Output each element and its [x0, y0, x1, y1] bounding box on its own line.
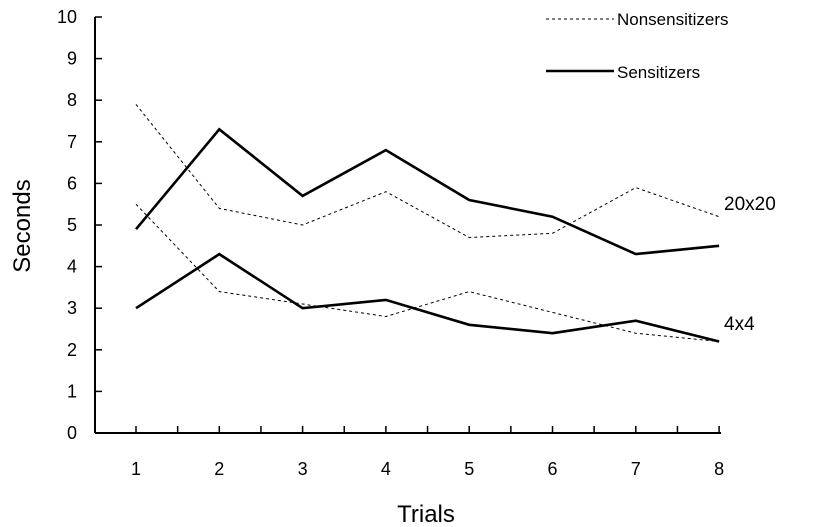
- y-tick-label: 2: [67, 340, 77, 360]
- annotation-4x4: 4x4: [724, 314, 755, 335]
- y-tick-label: 3: [67, 298, 77, 318]
- x-tick-label: 3: [298, 459, 308, 479]
- legend-label-nonsensitizers: Nonsensitizers: [617, 10, 729, 29]
- x-axis-title: Trials: [397, 501, 455, 527]
- series-line-sensitizers-4x4: [135, 252, 720, 343]
- y-axis-title: Seconds: [9, 179, 36, 272]
- x-tick-label: 5: [464, 459, 474, 479]
- y-tick-label: 4: [67, 257, 77, 277]
- y-tick-label: 6: [67, 173, 77, 193]
- y-axis-ticks: 0 1 2 3 4 5 6 7 8 9 10: [57, 7, 102, 443]
- x-tick-label: 1: [131, 459, 141, 479]
- x-tick-label: 2: [214, 459, 224, 479]
- y-tick-label: 7: [67, 132, 77, 152]
- y-tick-label: 8: [67, 90, 77, 110]
- legend: Nonsensitizers Sensitizers: [546, 10, 729, 82]
- x-tick-label: 6: [547, 459, 557, 479]
- y-tick-label: 1: [67, 381, 77, 401]
- legend-label-sensitizers: Sensitizers: [617, 63, 700, 82]
- y-tick-label: 0: [67, 423, 77, 443]
- x-axis-ticks: 1 2 3 4 5 6 7 8: [131, 426, 724, 479]
- series-line-nonsensitizers-20x20: [135, 104, 720, 239]
- y-tick-label: 9: [67, 49, 77, 69]
- series-line-sensitizers-20x20: [135, 127, 720, 256]
- y-tick-label: 10: [57, 7, 77, 27]
- x-tick-label: 8: [714, 459, 724, 479]
- series-lines: [135, 104, 720, 343]
- x-tick-label: 4: [381, 459, 391, 479]
- x-tick-label: 7: [631, 459, 641, 479]
- annotation-20x20: 20x20: [724, 194, 776, 215]
- y-tick-label: 5: [67, 215, 77, 235]
- series-line-nonsensitizers-4x4: [135, 203, 720, 342]
